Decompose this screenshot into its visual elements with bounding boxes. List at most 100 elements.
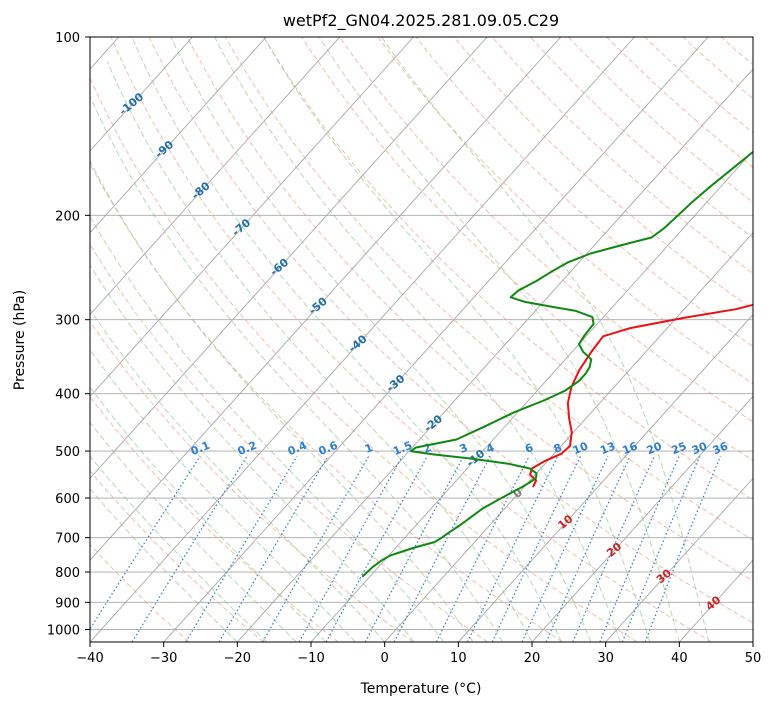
dry-adiabat-line: [720, 37, 753, 66]
mixing-ratio-label: 10: [571, 439, 590, 457]
isotherm-label: -100: [117, 90, 147, 118]
dry-adiabat-line: [186, 37, 753, 582]
x-tick-label: −10: [297, 651, 324, 666]
mixing-ratio-line: [545, 455, 631, 642]
profile-lines: [361, 150, 753, 578]
x-axis-title: Temperature (°C): [360, 681, 482, 697]
dry-adiabat-line: [110, 37, 712, 642]
y-axis-title: Pressure (hPa): [12, 290, 28, 390]
dry-adiabat-line: [644, 37, 753, 134]
dry-adiabat-line: [90, 162, 563, 642]
mixing-ratio-label: 25: [669, 440, 688, 458]
background-lines: [90, 37, 753, 642]
x-tick-label: 0: [381, 651, 389, 666]
mixing-ratio-label: 0.4: [286, 439, 309, 458]
dry-adiabat-line: [263, 37, 753, 501]
dry-adiabat-line: [90, 320, 414, 642]
x-axis-ticks: −40 −30 −20 −10 0 10 20 30 40 50: [76, 642, 761, 666]
mixing-ratio-line: [466, 455, 559, 642]
dry-adiabat-line: [90, 76, 638, 642]
moist-adiabat-line: [90, 348, 356, 642]
mixing-ratio-label: 0.6: [317, 439, 340, 458]
mixing-ratio-label: 0.2: [236, 439, 259, 458]
isotherm-line: [90, 37, 341, 316]
dry-adiabat-line: [90, 470, 264, 642]
plot-frame: [89, 36, 754, 643]
isotherm-line: [90, 37, 562, 561]
isotherm-line: [90, 37, 488, 479]
mixing-ratio-line: [621, 455, 701, 642]
y-axis-ticks: 100 200 300 400 500 600 700 800 900 1000: [47, 31, 90, 638]
mixing-ratio-label: 3: [458, 441, 470, 456]
mixing-ratio-line: [435, 455, 530, 642]
dry-adiabat-line: [90, 396, 339, 642]
chart-title: wetPf2_GN04.2025.281.09.05.C29: [283, 11, 559, 31]
dry-adiabat-line: [224, 37, 753, 541]
mixing-ratio-line: [262, 455, 370, 642]
mixing-ratio-label: 30: [690, 439, 709, 457]
mixing-ratio-label: 2: [421, 441, 433, 456]
mixing-ratio-label: 8: [552, 441, 564, 456]
mixing-ratio-label: 36: [711, 439, 730, 457]
isotherm-line: [90, 37, 635, 642]
isotherm-line: [384, 232, 753, 642]
isotherm-line: [90, 37, 414, 398]
moist-adiabat-line: [90, 95, 503, 642]
x-tick-label: −40: [76, 651, 103, 666]
moist-adiabat-line: [90, 159, 474, 642]
moist-adiabat-line: [90, 215, 444, 642]
dry-adiabat-line: [415, 37, 753, 348]
mixing-ratio-label: 20: [645, 439, 664, 457]
x-tick-label: 40: [671, 651, 688, 666]
mixing-ratio-label: 1.5: [391, 439, 414, 458]
isotherm-line: [752, 641, 753, 642]
dry-adiabat-line: [90, 243, 488, 642]
mixing-ratio-line: [521, 455, 609, 642]
mixing-ratio-label: 6: [523, 441, 535, 456]
isotherm-line: [163, 37, 709, 642]
mixing-ratio-line: [644, 455, 722, 642]
mixing-ratio-line: [185, 455, 298, 642]
y-tick-label: 500: [55, 445, 80, 460]
x-tick-label: 20: [524, 651, 541, 666]
y-tick-label: 700: [55, 532, 80, 547]
isotherm-line: [605, 477, 753, 642]
dry-adiabat-line: [682, 37, 753, 100]
isotherm-line: [236, 68, 753, 642]
isotherm-line: [531, 395, 753, 642]
mixing-ratio-label: 16: [620, 439, 639, 457]
dry-adiabat-line: [339, 37, 753, 423]
isoline-labels: -100-90-80-70-60-50-40-30-20-10010203040…: [117, 90, 730, 613]
isotherm-line: [457, 313, 753, 642]
moist-adiabat-line: [106, 61, 533, 642]
moist-adiabat-line: [90, 386, 327, 642]
moist-adiabat-line: [90, 455, 268, 642]
dry-adiabat-line: [453, 37, 753, 311]
dry-adiabat-line: [148, 37, 753, 624]
dry-adiabat-line: [90, 543, 190, 642]
x-tick-label: −30: [150, 651, 177, 666]
mixing-ratio-line: [298, 455, 404, 642]
moist-adiabat-line: [90, 264, 415, 642]
mixing-ratio-label: 13: [598, 440, 617, 458]
dry-adiabat-line: [377, 37, 753, 385]
mixing-ratio-line: [491, 455, 582, 642]
x-tick-label: 50: [745, 651, 762, 666]
dry-adiabat-line: [606, 37, 753, 169]
moist-adiabat-line: [263, 37, 651, 642]
y-tick-label: 300: [55, 314, 80, 329]
isotherm-line: [678, 559, 753, 642]
dewpoint-profile-line: [361, 150, 753, 578]
mixing-ratio-label: 1: [363, 441, 375, 456]
x-tick-label: −20: [224, 651, 251, 666]
moist-adiabat-line: [90, 308, 386, 642]
y-tick-label: 100: [55, 31, 80, 46]
mixing-ratio-line: [131, 455, 248, 642]
isotherm-line: [90, 37, 267, 234]
mixing-ratio-label: 0.1: [189, 439, 212, 458]
y-tick-label: 400: [55, 388, 80, 403]
x-tick-label: 10: [450, 651, 467, 666]
y-tick-label: 800: [55, 566, 80, 581]
moist-adiabat-line: [214, 37, 621, 642]
moist-adiabat-line: [131, 37, 562, 642]
